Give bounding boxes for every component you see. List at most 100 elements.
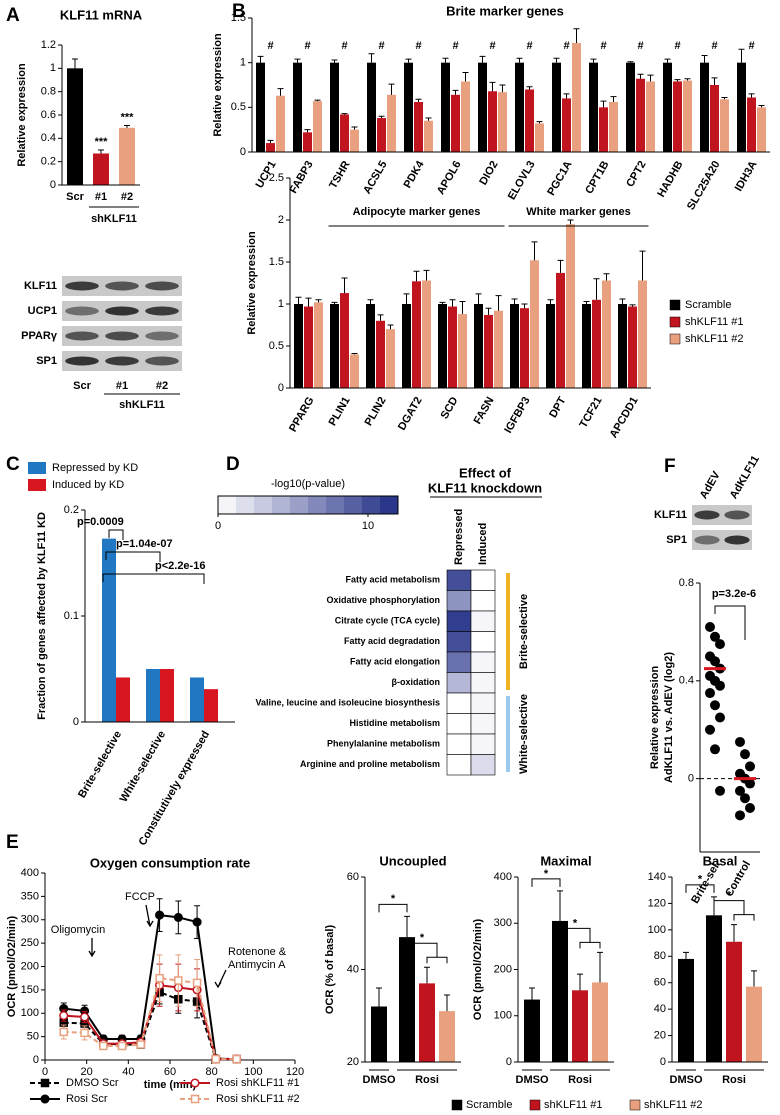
bar (376, 320, 385, 388)
bar (572, 43, 581, 152)
y-tick-label: 1.2 (41, 39, 56, 51)
significance: # (304, 40, 310, 52)
bar (589, 62, 598, 152)
data-point (136, 1040, 146, 1049)
bar (706, 915, 722, 1062)
bar (618, 304, 627, 388)
error-bar (577, 973, 583, 991)
colorbar-cell (254, 496, 273, 514)
annotation: p=1.04e-07 (116, 538, 173, 550)
y-tick-label: 200 (21, 960, 39, 972)
bar (377, 118, 386, 152)
y-tick-label: 120 (648, 897, 666, 909)
arrow (145, 904, 154, 928)
column-label: Induced (477, 523, 489, 565)
blot-label: PPARγ (21, 330, 58, 342)
bar (720, 99, 729, 152)
bar (498, 92, 507, 152)
error-bar (439, 301, 446, 304)
significance: * (420, 932, 425, 944)
error-bar (495, 295, 502, 311)
blot-label: #2 (156, 380, 168, 392)
blot-label: Scr (73, 380, 91, 392)
error-bar (751, 970, 757, 987)
heatmap-cell (446, 754, 472, 776)
group-label: Brite-selective (518, 594, 530, 669)
error-bar (295, 296, 302, 304)
colorbar-cell (218, 496, 237, 514)
significance-bracket (108, 529, 124, 540)
legend-label: DMSO Scr (66, 1077, 119, 1089)
bar (386, 329, 395, 388)
bar (566, 224, 575, 388)
bar (582, 304, 591, 388)
bar (330, 62, 339, 152)
bar (256, 62, 265, 152)
significance: # (415, 40, 421, 52)
y-tick-label: 0.6 (41, 109, 56, 121)
y-tick-label: 1.5 (231, 12, 246, 24)
colorbar-cell (344, 496, 363, 514)
significance-bracket (685, 884, 715, 893)
bar (412, 281, 421, 388)
bar (293, 62, 302, 152)
bar (552, 62, 561, 152)
data-point (174, 976, 183, 985)
data-point (192, 917, 202, 927)
error-bar (425, 117, 432, 121)
error-bar (403, 293, 410, 304)
error-bar (731, 924, 737, 942)
bar (515, 62, 524, 152)
blot-band (145, 356, 179, 366)
category-label: DMSO (363, 1074, 396, 1086)
heatmap-cell (470, 651, 496, 673)
blot-band (724, 510, 750, 520)
significance: *** (121, 111, 135, 123)
y-tick-label: 60 (347, 871, 359, 883)
bar (458, 314, 467, 388)
data-point (59, 1011, 69, 1021)
bar (524, 999, 540, 1062)
arrow (214, 969, 227, 989)
colorbar-cell (272, 496, 291, 514)
error-bar (610, 96, 617, 102)
legend-swatch (669, 333, 681, 345)
heatmap-cell (470, 754, 496, 776)
error-bar (462, 71, 469, 82)
heatmap-cell (446, 631, 472, 653)
bar (609, 101, 618, 152)
error-bar (98, 149, 104, 154)
bar (350, 129, 359, 152)
blot-band (145, 281, 179, 291)
blot-band (105, 331, 139, 341)
significance: * (698, 874, 703, 886)
bar (757, 107, 766, 152)
error-bar (664, 58, 671, 63)
error-bar (590, 58, 597, 63)
error-bar (647, 74, 654, 82)
chart-title: KLF11 knockdown (428, 480, 542, 495)
y-tick-label: 80 (654, 950, 666, 962)
blot-label: KLF11 (24, 280, 57, 292)
bar (340, 114, 349, 152)
bar (683, 80, 692, 152)
significance-bracket (714, 605, 746, 640)
y-tick-label: 140 (648, 871, 666, 883)
y-tick-label: 0.1 (64, 610, 79, 622)
row-label: Citrate cycle (TCA cycle) (335, 616, 440, 626)
category-label: DMSO (670, 1074, 703, 1086)
annotation: p<2.2e-16 (155, 560, 205, 572)
bar (366, 304, 375, 388)
colorbar-cell (236, 496, 255, 514)
data-point (155, 973, 164, 983)
error-bar (600, 100, 607, 108)
bar (747, 97, 756, 152)
error-bar (758, 105, 765, 108)
chart-title: Maximal (540, 853, 591, 868)
error-bar (341, 277, 348, 294)
legend-swatch (629, 1099, 641, 1111)
error-bar (547, 299, 554, 304)
category-label: ACSL5 (361, 159, 389, 196)
data-point (745, 802, 755, 813)
